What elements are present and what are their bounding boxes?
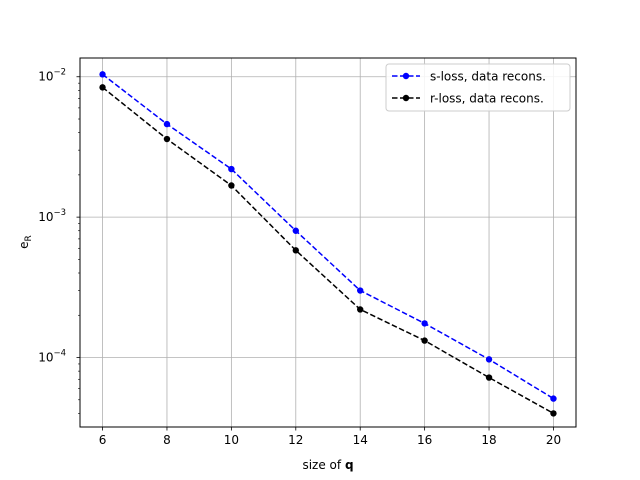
x-tick-label: 12 (288, 433, 303, 447)
x-tick-label: 8 (163, 433, 171, 447)
grid-lines (80, 58, 576, 427)
y-axis-ticks: 10−4 10−3 10−2 (38, 68, 80, 414)
y-axis-label: eR (17, 235, 34, 249)
data-point-s-loss (163, 120, 171, 128)
data-point-r-loss (292, 247, 299, 254)
x-axis-label: size of q (302, 458, 353, 472)
data-point-r-loss (357, 306, 364, 313)
legend-box (385, 63, 571, 112)
data-point-r-loss (550, 410, 557, 417)
data-point-r-loss (163, 135, 171, 143)
legend-marker-r-loss (402, 94, 410, 102)
legend-marker-s-loss (402, 72, 410, 80)
data-point-s-loss (485, 356, 493, 363)
data-point-s-loss (550, 395, 557, 402)
legend-label-s-loss: s-loss, data recons. (430, 70, 546, 84)
series-line-r-loss (102, 86, 554, 415)
x-tick-label: 14 (353, 433, 368, 447)
y-tick-label: 10−3 (38, 208, 66, 224)
y-tick-label: 10−2 (38, 68, 66, 84)
data-point-s-loss (228, 165, 235, 173)
data-point-s-loss (292, 227, 299, 234)
x-axis-label-prefix: size of (302, 458, 344, 472)
x-tick-label: 6 (99, 433, 107, 447)
data-point-r-loss (421, 337, 428, 344)
y-axis-label-sub: R (24, 235, 34, 241)
x-tick-label: 20 (546, 433, 561, 447)
x-axis-label-symbol: q (345, 458, 354, 472)
x-tick-label: 10 (224, 433, 239, 447)
legend-label-r-loss: r-loss, data recons. (430, 92, 544, 106)
data-point-r-loss (228, 182, 235, 189)
x-tick-label: 16 (417, 433, 432, 447)
x-tick-label: 18 (481, 433, 496, 447)
x-axis-ticks: 6 8 10 12 14 16 18 20 (99, 427, 561, 447)
legend: s-loss, data recons. r-loss, data recons… (385, 63, 571, 112)
data-point-s-loss (357, 287, 364, 294)
y-axis-label-main: e (17, 241, 31, 248)
series-line-s-loss (102, 73, 554, 400)
series-layer (99, 71, 557, 417)
data-point-r-loss (99, 84, 106, 91)
plot-frame (79, 57, 577, 428)
y-tick-label: 10−4 (38, 349, 66, 365)
data-point-s-loss (421, 320, 428, 327)
data-point-s-loss (99, 71, 106, 78)
data-point-r-loss (485, 374, 493, 381)
